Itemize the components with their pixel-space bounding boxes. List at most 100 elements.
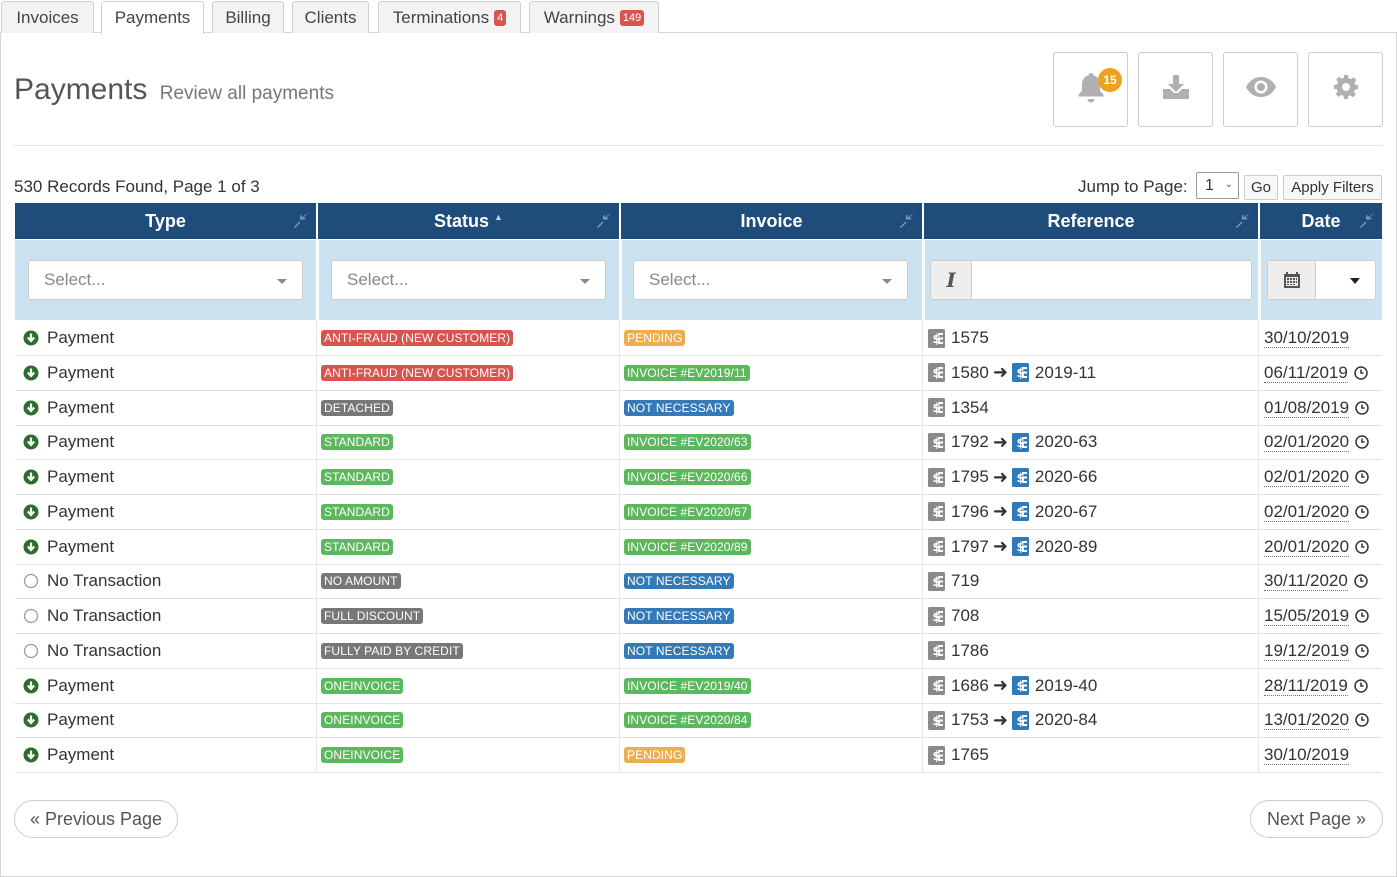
invoice-label[interactable]: INVOICE #EV2020/84 (624, 712, 751, 729)
reference-filter-input[interactable] (973, 261, 1251, 299)
invoice-label[interactable]: INVOICE #EV2020/67 (624, 503, 751, 520)
caret-down-icon[interactable] (1350, 278, 1360, 284)
pin-icon[interactable] (596, 212, 612, 233)
apply-filters-button[interactable]: Apply Filters (1283, 175, 1382, 200)
invoice-document-icon[interactable]: $ (1011, 502, 1029, 522)
svg-text:$: $ (933, 714, 941, 728)
reference-number[interactable]: 708 (951, 606, 980, 625)
payment-document-icon[interactable]: $ (928, 571, 945, 591)
table-row[interactable]: Payment ONEINVOICE INVOICE #EV2019/40 $1686… (15, 669, 1382, 704)
table-row[interactable]: Payment STANDARD INVOICE #EV2020/67 $1796 ➜ $… (15, 495, 1382, 530)
payment-document-icon[interactable]: $ (928, 641, 945, 661)
invoice-reference[interactable]: 2020-63 (1034, 432, 1098, 452)
go-button[interactable]: Go (1244, 175, 1278, 200)
invoice-label[interactable]: INVOICE #EV2020/89 (624, 538, 751, 555)
tab-payments[interactable]: Payments (101, 1, 204, 34)
column-header-status[interactable]: Status ▲ (318, 203, 619, 239)
invoice-label[interactable]: INVOICE #EV2019/40 (624, 677, 751, 694)
table-row[interactable]: Payment ONEINVOICE INVOICE #EV2020/84 $1753… (15, 703, 1382, 739)
reference-number[interactable]: 1765 (951, 745, 989, 764)
invoice-document-icon[interactable]: $ (1011, 467, 1029, 487)
jump-to-page-label: Jump to Page: (1078, 177, 1188, 196)
invoice-label[interactable]: INVOICE #EV2020/63 (624, 434, 751, 451)
reference-number[interactable]: 1354 (951, 397, 989, 417)
table-row[interactable]: Payment STANDARD INVOICE #EV2020/66 $1795 ➜ $… (15, 460, 1382, 495)
reference-number[interactable]: 1575 (951, 328, 989, 347)
tab-terminations[interactable]: Terminations 4 (378, 1, 521, 33)
reference-match-mode-button[interactable]: I (931, 261, 972, 299)
payment-document-icon[interactable]: $ (928, 328, 945, 348)
reference-number[interactable]: 1786 (951, 640, 989, 660)
invoice-document-icon[interactable]: $ (1011, 676, 1029, 695)
type-text: No Transaction (47, 640, 162, 660)
reference-number[interactable]: 1797 (951, 536, 989, 556)
column-header-reference[interactable]: Reference (924, 203, 1258, 239)
tab-warnings[interactable]: Warnings 149 (529, 1, 659, 33)
reference-number[interactable]: 719 (951, 571, 980, 591)
table-row[interactable]: No Transaction NO AMOUNT NOT NECESSARY $719… (15, 564, 1382, 600)
table-row[interactable]: Payment DETACHED NOT NECESSARY $1354 01/08/2… (15, 391, 1382, 426)
reference-number[interactable]: 1796 (951, 501, 989, 521)
invoice-document-icon[interactable]: $ (1011, 363, 1029, 383)
invoice-reference[interactable]: 2020-66 (1034, 467, 1098, 486)
reference-number[interactable]: 1792 (951, 432, 989, 452)
payment-document-icon[interactable]: $ (928, 467, 945, 487)
column-header-type[interactable]: Type (15, 203, 316, 239)
pin-icon[interactable] (1235, 212, 1251, 233)
invoice-filter-select[interactable]: Select... (633, 260, 908, 300)
invoice-reference[interactable]: 2019-11 (1034, 362, 1097, 382)
table-row[interactable]: No Transaction FULLY PAID BY CREDIT NOT NE… (15, 634, 1382, 669)
invoice-reference[interactable]: 2020-67 (1034, 501, 1098, 521)
invoice-reference[interactable]: 2020-84 (1034, 710, 1098, 730)
payment-document-icon[interactable]: $ (928, 398, 945, 417)
table-row[interactable]: Payment ANTI-FRAUD (NEW CUSTOMER) INVOICE … (15, 356, 1382, 391)
tab-clients[interactable]: Clients (292, 1, 369, 33)
calendar-icon[interactable] (1268, 261, 1316, 299)
invoice-document-icon[interactable]: $ (1011, 710, 1029, 730)
jump-to-page-select[interactable]: 1 ⌄ (1196, 172, 1239, 199)
payment-document-icon[interactable]: $ (928, 432, 945, 452)
column-header-date[interactable]: Date (1260, 203, 1382, 239)
pin-icon[interactable] (1359, 212, 1375, 233)
table-row[interactable]: No Transaction FULL DISCOUNT NOT NECESSARY… (15, 599, 1382, 634)
table-row[interactable]: Payment STANDARD INVOICE #EV2020/63 $1792 ➜ $… (15, 425, 1382, 461)
reference-number[interactable]: 1795 (951, 467, 989, 486)
table-row[interactable]: Payment STANDARD INVOICE #EV2020/89 $1797 ➜ $… (15, 530, 1382, 565)
next-page-button[interactable]: Next Page » (1250, 800, 1383, 838)
payment-document-icon[interactable]: $ (928, 710, 945, 730)
column-header-invoice[interactable]: Invoice (621, 203, 922, 239)
tab-label: Invoices (16, 7, 79, 27)
reference-number[interactable]: 1580 (951, 362, 989, 382)
payment-document-icon[interactable]: $ (928, 676, 945, 695)
invoice-reference[interactable]: 2019-40 (1034, 675, 1098, 695)
table-row[interactable]: Payment ONEINVOICE PENDING $1765 30/10/2019 (15, 738, 1382, 773)
tab-billing[interactable]: Billing (212, 1, 284, 33)
reference-number[interactable]: 1686 (951, 675, 989, 695)
payment-document-icon[interactable]: $ (928, 606, 945, 626)
status-label: STANDARD (321, 538, 393, 555)
status-filter-select[interactable]: Select... (331, 260, 606, 300)
invoice-reference[interactable]: 2020-89 (1034, 536, 1098, 556)
download-button[interactable] (1138, 52, 1213, 127)
column-header-label: Date (1301, 210, 1341, 231)
invoice-cell: INVOICE #EV2019/40 (624, 669, 919, 703)
payment-document-icon[interactable]: $ (928, 502, 945, 522)
settings-button[interactable] (1308, 52, 1383, 127)
pin-icon[interactable] (293, 212, 309, 233)
view-button[interactable] (1223, 52, 1298, 127)
svg-text:$: $ (1016, 471, 1024, 485)
payment-document-icon[interactable]: $ (928, 745, 945, 765)
invoice-document-icon[interactable]: $ (1011, 537, 1029, 556)
invoice-label[interactable]: INVOICE #EV2019/11 (624, 364, 750, 381)
invoice-label[interactable]: INVOICE #EV2020/66 (624, 469, 751, 485)
reference-number[interactable]: 1753 (951, 710, 989, 730)
type-filter-select[interactable]: Select... (28, 260, 303, 300)
table-row[interactable]: Payment ANTI-FRAUD (NEW CUSTOMER) PENDING $… (15, 321, 1382, 356)
pin-icon[interactable] (899, 212, 915, 233)
payment-document-icon[interactable]: $ (928, 363, 945, 383)
notifications-button[interactable]: 15 (1053, 52, 1128, 127)
invoice-document-icon[interactable]: $ (1011, 432, 1029, 452)
tab-invoices[interactable]: Invoices (1, 1, 94, 33)
payment-document-icon[interactable]: $ (928, 537, 945, 556)
previous-page-button[interactable]: « Previous Page (14, 800, 178, 838)
